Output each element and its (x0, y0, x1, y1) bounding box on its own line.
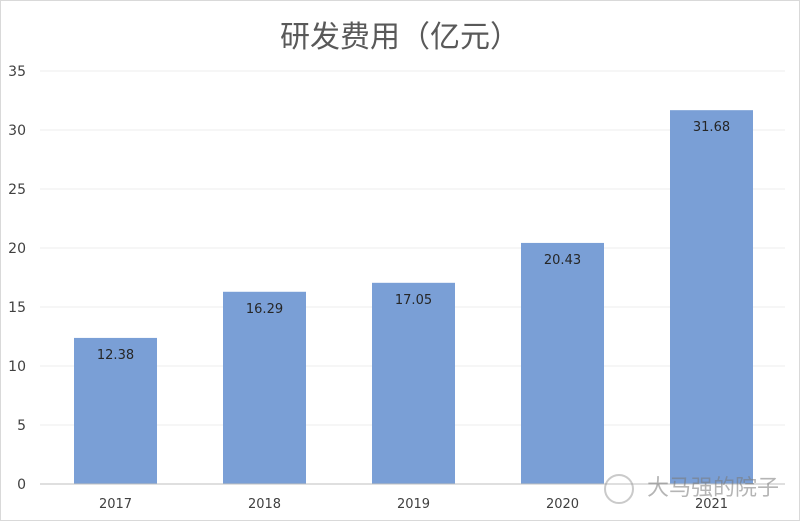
x-tick-label: 2020 (546, 497, 579, 512)
bar (223, 291, 306, 484)
bar (521, 242, 604, 484)
y-tick-label: 35 (8, 64, 26, 80)
y-tick-label: 15 (8, 300, 26, 316)
watermark-icon (604, 474, 634, 504)
data-label: 31.68 (693, 120, 730, 135)
y-tick-label: 30 (8, 123, 26, 139)
data-label: 16.29 (246, 302, 283, 317)
y-tick-label: 20 (8, 241, 26, 257)
watermark: 大马强的院子 (604, 470, 780, 504)
x-tick-label: 2021 (695, 497, 728, 512)
y-tick-label: 25 (8, 182, 26, 198)
bar (670, 110, 753, 485)
data-label: 17.05 (395, 293, 432, 308)
data-label: 12.38 (97, 348, 134, 363)
y-tick-label: 10 (8, 359, 26, 375)
bar (372, 282, 455, 484)
x-tick-label: 2018 (248, 497, 281, 512)
y-tick-label: 5 (17, 418, 26, 434)
data-label: 20.43 (544, 253, 581, 268)
watermark-text: 大马强的院子 (647, 476, 780, 501)
chart-title: 研发费用（亿元） (280, 20, 520, 55)
bar (74, 337, 157, 484)
y-tick-label: 0 (17, 477, 26, 493)
x-tick-label: 2019 (397, 497, 430, 512)
x-tick-label: 2017 (99, 497, 132, 512)
